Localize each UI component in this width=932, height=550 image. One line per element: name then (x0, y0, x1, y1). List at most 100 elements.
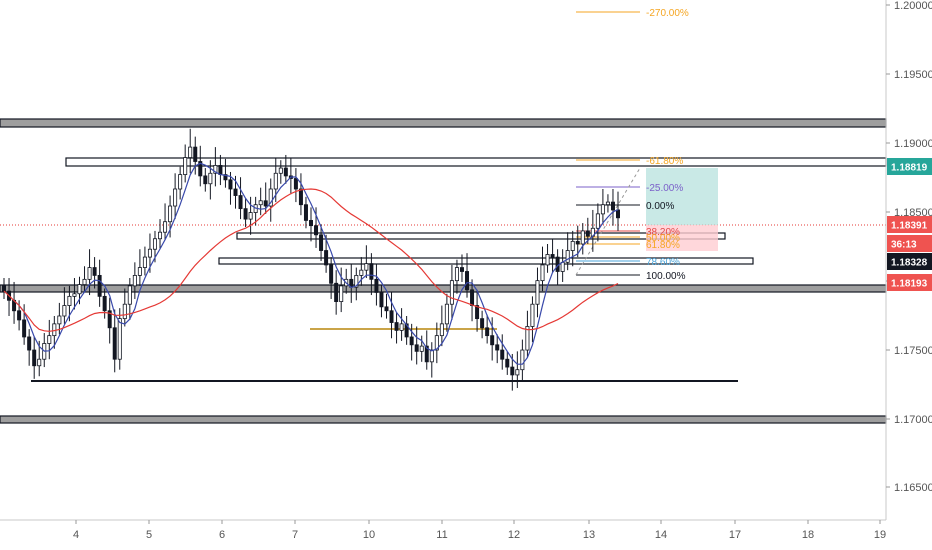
candle-body (500, 349, 505, 360)
candle-body (152, 238, 157, 250)
candle-body (163, 221, 168, 233)
candle-body (127, 285, 132, 305)
candle-body (520, 349, 525, 371)
candle-body (414, 344, 419, 352)
fib-level-label: -61.80% (646, 156, 683, 167)
candle-body (610, 201, 615, 211)
candle-body (595, 213, 600, 229)
price-tag-badge (887, 253, 932, 270)
time-tick-label: 6 (219, 529, 225, 541)
sr-zone (0, 415, 887, 424)
fib-level-label: 78.60% (646, 257, 680, 268)
candle-body (404, 323, 409, 338)
candle-body (67, 295, 72, 306)
candle-body (535, 280, 540, 305)
price-tag-text: 1.18328 (891, 258, 928, 269)
fib-level-label: 50.00% (646, 233, 680, 244)
time-tick-label: 7 (292, 529, 298, 541)
candle-body (439, 323, 444, 337)
candle-body (505, 358, 510, 368)
time-tick-label: 17 (729, 529, 741, 541)
candle-body (283, 167, 288, 177)
price-tag-badge (887, 274, 932, 291)
time-tick-label: 5 (146, 529, 152, 541)
time-tick-label: 18 (802, 529, 814, 541)
candle-body (97, 275, 102, 297)
price-tick-label: 1.17000 (894, 414, 932, 426)
candle-body (485, 327, 490, 337)
time-tick-label: 13 (583, 529, 595, 541)
candle-body (223, 174, 228, 181)
candle-body (238, 195, 243, 210)
candle-body (379, 292, 384, 308)
candle-body (540, 264, 545, 282)
candle-body (354, 275, 359, 288)
candle-body (112, 327, 117, 360)
time-tick-label: 4 (73, 529, 79, 541)
candle-body (243, 208, 248, 220)
candle-body (480, 318, 485, 329)
candle-body (147, 248, 152, 258)
candle-body (263, 200, 268, 207)
candle-body (424, 345, 429, 363)
candle-body (137, 267, 142, 276)
price-tick-label: 1.19500 (894, 69, 932, 81)
candle-body (475, 305, 480, 320)
candle-body (384, 306, 389, 312)
fib-level-label: 38.20% (646, 227, 680, 238)
fib-level-label: -25.00% (646, 183, 683, 194)
candle-body (278, 167, 283, 174)
candle-body (399, 323, 404, 331)
candle-body (319, 234, 324, 251)
candle-body (22, 319, 27, 338)
candle-body (459, 267, 464, 272)
price-tags: 1.18819 1.18391 36:13 1.18328 1.18193 (887, 158, 932, 291)
candle-body (117, 318, 122, 360)
price-tag-text: 1.18391 (891, 221, 928, 232)
candle-body (465, 271, 470, 291)
candle-body (87, 267, 92, 280)
candle-body (268, 188, 273, 207)
candle-body (324, 250, 329, 266)
candle-body (495, 344, 500, 351)
candle-body (32, 349, 37, 367)
candle-body (605, 201, 610, 206)
price-axis[interactable]: 1.200001.195001.190001.185001.180001.175… (885, 0, 932, 520)
candle-body (616, 209, 621, 219)
price-tick-label: 1.16500 (894, 482, 932, 494)
fib-trend-line (575, 167, 641, 276)
candle-body (158, 231, 163, 240)
price-tick-label: 1.17500 (894, 345, 932, 357)
candle-body (490, 335, 495, 346)
slow-moving-average-line (3, 188, 619, 332)
candle-body (142, 256, 147, 268)
candle-body (389, 310, 394, 323)
candle-body (570, 240, 575, 251)
price-tag-text: 36:13 (891, 240, 917, 251)
candle-body (434, 335, 439, 351)
candle-body (107, 310, 112, 329)
candle-body (454, 267, 459, 282)
time-tick-label: 10 (363, 529, 375, 541)
candle-body (37, 358, 42, 367)
candle-body (72, 293, 77, 297)
candle-body (92, 267, 97, 276)
candle-body (515, 369, 520, 376)
candle-body (444, 303, 449, 325)
candle-body (183, 157, 188, 175)
candles[interactable] (2, 128, 621, 391)
candle-body (530, 303, 535, 327)
candle-body (308, 220, 313, 227)
target-zone (646, 168, 718, 225)
candle-body (27, 336, 32, 351)
fib-level-label: 61.80% (646, 240, 680, 251)
fib-level-label: -270.00% (646, 8, 689, 19)
time-axis[interactable]: 4567101112131417181915 (0, 519, 886, 541)
sr-zone (218, 257, 754, 265)
sr-zone (236, 232, 726, 240)
candle-body (369, 263, 374, 280)
candle-body (57, 315, 62, 325)
candle-body (233, 188, 238, 196)
candle-body (198, 161, 203, 177)
